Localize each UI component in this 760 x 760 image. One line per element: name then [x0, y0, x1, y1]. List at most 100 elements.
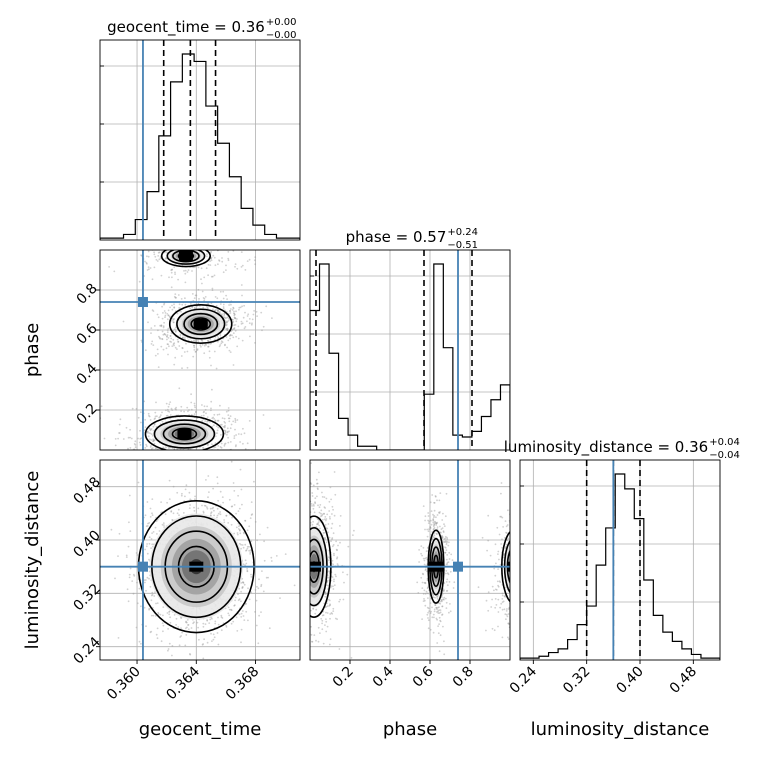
sample-point [221, 341, 224, 344]
sample-point [210, 512, 212, 515]
sample-point [296, 515, 298, 517]
sample-point [169, 335, 172, 337]
sample-point [307, 540, 309, 542]
sample-point [305, 529, 307, 531]
sample-point [152, 438, 155, 441]
sample-point [305, 598, 307, 600]
sample-point [244, 520, 247, 522]
sample-point [176, 246, 178, 248]
sample-point [180, 635, 183, 637]
sample-point [129, 530, 132, 532]
sample-point [196, 348, 199, 351]
sample-point [231, 505, 234, 508]
sample-point [210, 259, 213, 262]
sample-point [307, 534, 309, 536]
sample-point [220, 340, 223, 343]
sample-point [265, 576, 268, 579]
sample-point [308, 605, 310, 607]
sample-point [446, 561, 449, 564]
sample-point [144, 426, 147, 429]
sample-point [260, 311, 263, 314]
sample-point [194, 245, 196, 247]
sample-point [296, 642, 298, 644]
scatter-panel-geocent_time-phase [99, 237, 301, 456]
sample-point [213, 446, 215, 449]
sample-point [298, 551, 300, 553]
sample-point [225, 294, 228, 297]
sample-point [228, 454, 230, 456]
sample-point [176, 512, 179, 515]
sample-point [297, 579, 299, 581]
hist-panel-phase: phase = 0.57 +0.24−0.51 [309, 227, 511, 451]
sample-point [427, 607, 430, 610]
sample-point [225, 336, 228, 338]
sample-point [195, 294, 198, 297]
sample-point [229, 415, 232, 417]
sample-point [307, 558, 309, 560]
sample-point [150, 599, 153, 602]
sample-point [307, 608, 309, 610]
sample-point [172, 318, 175, 321]
sample-point [157, 353, 159, 355]
sample-point [145, 545, 148, 548]
sample-point [202, 510, 205, 513]
sample-point [432, 521, 435, 524]
sample-point [180, 627, 182, 630]
sample-point [162, 522, 165, 524]
sample-point [306, 577, 308, 579]
sample-point [170, 341, 173, 343]
sample-point [144, 514, 147, 517]
sample-point [170, 269, 173, 272]
sample-point [238, 306, 241, 309]
sample-point [139, 237, 141, 239]
sample-point [206, 420, 208, 423]
title-upper-error: +0.04 [709, 437, 740, 448]
sample-point [313, 511, 316, 514]
sample-point [229, 309, 232, 312]
sample-point [206, 339, 209, 342]
sample-point [234, 445, 237, 448]
sample-point [305, 502, 307, 504]
sample-point [168, 479, 171, 482]
sample-point [437, 632, 440, 635]
sample-point [296, 560, 298, 562]
sample-point [296, 585, 298, 587]
sample-point [518, 572, 520, 574]
sample-point [194, 351, 197, 353]
sample-point [234, 317, 237, 320]
sample-point [294, 619, 296, 621]
sample-point [245, 610, 248, 613]
sample-point [298, 552, 300, 554]
sample-point [287, 530, 289, 532]
sample-point [220, 342, 223, 345]
sample-point [171, 304, 173, 307]
sample-point [306, 608, 308, 610]
sample-point [153, 418, 156, 420]
sample-point [148, 247, 150, 249]
sample-point [176, 348, 178, 350]
sample-point [118, 532, 121, 535]
sample-point [229, 351, 232, 353]
sample-point [521, 592, 523, 594]
sample-point [302, 516, 304, 518]
sample-point [135, 407, 138, 410]
sample-point [440, 531, 442, 534]
sample-point [421, 618, 423, 620]
sample-point [328, 510, 331, 512]
sample-point [156, 260, 159, 262]
sample-point [306, 538, 308, 540]
sample-point [214, 296, 217, 298]
sample-point [210, 632, 212, 635]
sample-point [332, 588, 335, 590]
sample-point [521, 638, 523, 640]
sample-point [158, 251, 161, 254]
sample-point [295, 502, 297, 504]
sample-point [241, 264, 244, 267]
sample-point [173, 306, 176, 309]
sample-point [306, 528, 308, 530]
sample-point [441, 527, 444, 529]
sample-point [443, 596, 446, 599]
sample-point [329, 613, 332, 615]
sample-point [233, 504, 236, 506]
sample-point [347, 545, 350, 548]
